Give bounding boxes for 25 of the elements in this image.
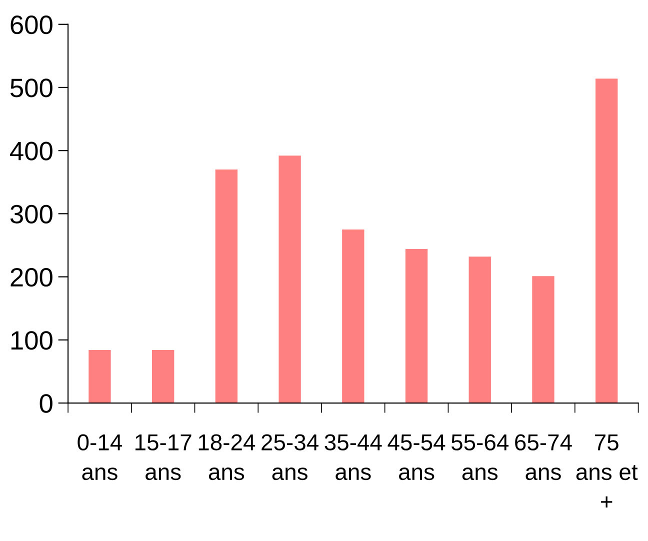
x-tick-label: 45-54 ans [388,434,446,480]
y-tick-label: 100 [11,331,52,350]
y-tick-label: 600 [10,15,52,34]
bar [468,256,491,404]
x-tick-label: 25-34 ans [262,434,318,480]
x-tick-label: 65-74 ans [515,434,572,480]
y-tick-label: 0 [40,394,52,413]
bar [405,249,428,404]
y-tick-label: 200 [10,268,52,287]
y-tick-label: 500 [10,78,52,98]
x-tick-label: 35-44 ans [324,434,382,480]
bar [596,78,618,404]
bar [342,229,364,404]
x-tick-label: 15-17 ans [136,434,192,480]
bar [278,156,301,404]
x-tick-label: 0-14 ans [78,434,122,480]
y-tick-label: 300 [10,204,52,224]
y-tick-label: 400 [10,142,52,160]
bar [88,350,111,404]
x-tick-label: 18-24 ans [198,434,256,480]
bar [215,170,238,404]
x-tick-label: 55-64 ans [451,434,509,480]
x-tick-label: 75 ans et + [576,434,638,508]
bar [532,276,554,404]
bar [152,350,174,404]
